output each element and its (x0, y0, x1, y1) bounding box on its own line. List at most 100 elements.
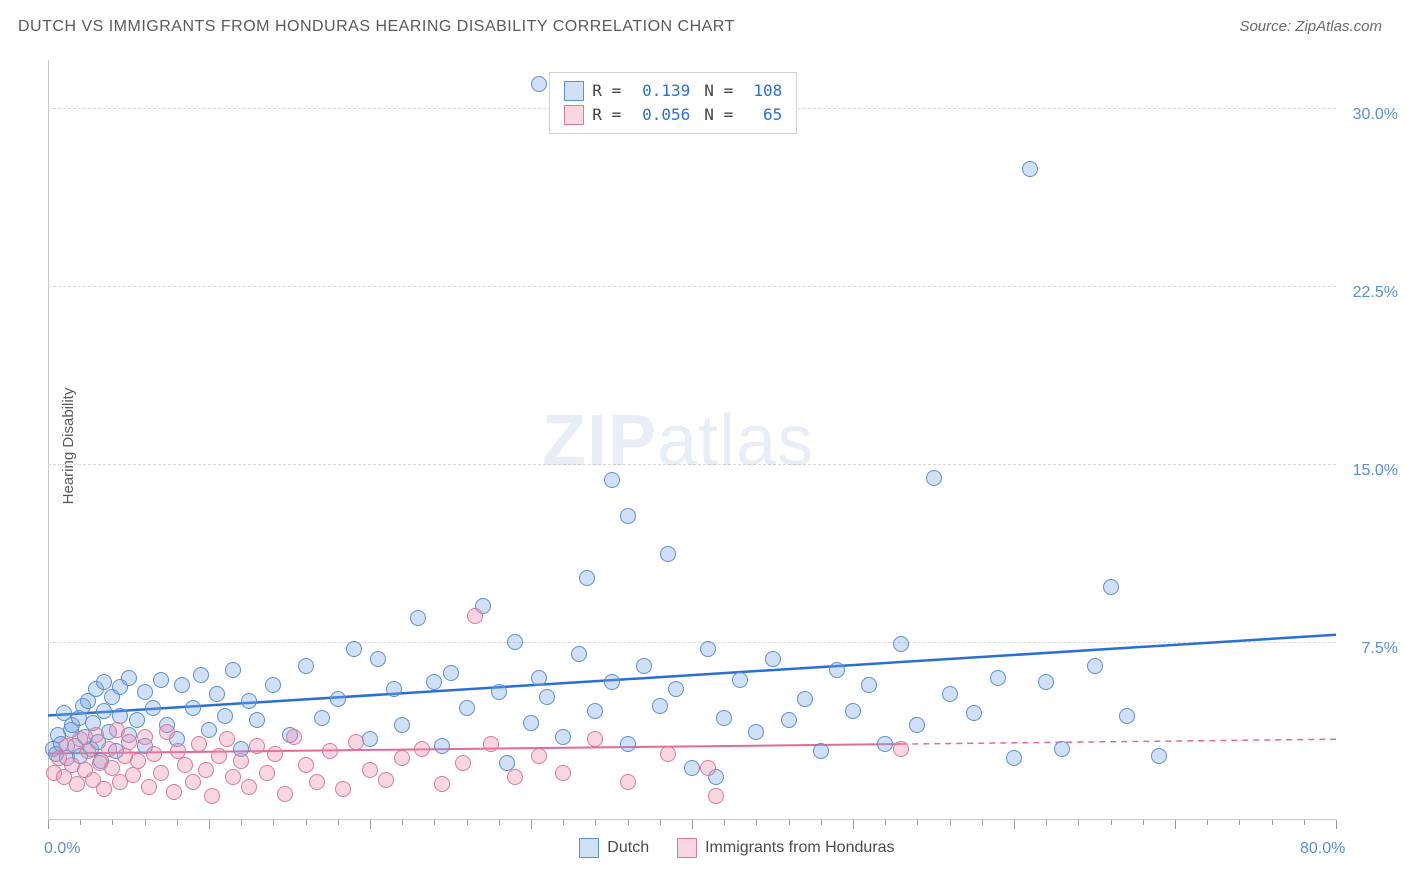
data-point (636, 658, 652, 674)
data-point (241, 779, 257, 795)
x-tick (885, 820, 886, 825)
legend-swatch (564, 81, 584, 101)
x-tick (338, 820, 339, 825)
data-point (378, 772, 394, 788)
data-point (483, 736, 499, 752)
data-point (101, 741, 117, 757)
data-point (700, 641, 716, 657)
legend-r-value: 0.139 (634, 81, 690, 100)
x-tick (756, 820, 757, 825)
legend-swatch (677, 838, 697, 858)
data-point (668, 681, 684, 697)
data-point (185, 774, 201, 790)
x-tick (1272, 820, 1273, 825)
scatter-plot-area: 7.5%15.0%22.5%30.0%0.0%80.0%ZIPatlasR =0… (48, 60, 1336, 820)
gridline (48, 464, 1336, 465)
data-point (708, 788, 724, 804)
data-point (209, 686, 225, 702)
x-tick (628, 820, 629, 825)
data-point (829, 662, 845, 678)
data-point (121, 670, 137, 686)
gridline (48, 286, 1336, 287)
data-point (813, 743, 829, 759)
data-point (125, 767, 141, 783)
data-point (555, 765, 571, 781)
data-point (362, 762, 378, 778)
data-point (137, 729, 153, 745)
x-tick (1175, 820, 1176, 829)
data-point (434, 738, 450, 754)
x-tick (145, 820, 146, 825)
data-point (193, 667, 209, 683)
y-tick-label: 22.5% (1353, 284, 1398, 302)
data-point (587, 731, 603, 747)
legend-swatch (579, 838, 599, 858)
series-legend-item: Dutch (579, 838, 649, 858)
legend-row: R =0.139N =108 (564, 79, 782, 103)
x-tick (595, 820, 596, 825)
data-point (531, 670, 547, 686)
x-tick (563, 820, 564, 825)
data-point (322, 743, 338, 759)
data-point (909, 717, 925, 733)
data-point (748, 724, 764, 740)
data-point (426, 674, 442, 690)
watermark: ZIPatlas (542, 400, 814, 482)
x-tick (1207, 820, 1208, 825)
data-point (414, 741, 430, 757)
data-point (660, 746, 676, 762)
watermark-atlas: atlas (657, 401, 814, 481)
data-point (130, 753, 146, 769)
x-tick (80, 820, 81, 825)
x-tick (724, 820, 725, 825)
legend-r-value: 0.056 (634, 105, 690, 124)
x-tick-label: 80.0% (1300, 840, 1345, 858)
data-point (314, 710, 330, 726)
data-point (507, 634, 523, 650)
data-point (845, 703, 861, 719)
data-point (145, 700, 161, 716)
data-point (370, 651, 386, 667)
data-point (129, 712, 145, 728)
x-tick (1111, 820, 1112, 825)
data-point (797, 691, 813, 707)
data-point (1087, 658, 1103, 674)
data-point (1038, 674, 1054, 690)
data-point (153, 765, 169, 781)
x-tick (1046, 820, 1047, 825)
data-point (69, 776, 85, 792)
data-point (434, 776, 450, 792)
data-point (298, 757, 314, 773)
data-point (660, 546, 676, 562)
series-legend: DutchImmigrants from Honduras (579, 838, 894, 858)
data-point (587, 703, 603, 719)
data-point (146, 746, 162, 762)
data-point (571, 646, 587, 662)
data-point (1006, 750, 1022, 766)
x-tick (789, 820, 790, 825)
x-tick (241, 820, 242, 825)
y-tick-label: 7.5% (1362, 640, 1398, 658)
x-tick (1078, 820, 1079, 825)
data-point (877, 736, 893, 752)
data-point (153, 672, 169, 688)
data-point (700, 760, 716, 776)
data-point (410, 610, 426, 626)
x-tick (48, 820, 49, 829)
x-tick (273, 820, 274, 825)
data-point (523, 715, 539, 731)
data-point (620, 774, 636, 790)
data-point (249, 712, 265, 728)
x-tick (467, 820, 468, 825)
data-point (141, 779, 157, 795)
data-point (652, 698, 668, 714)
legend-n-value: 108 (742, 81, 782, 100)
data-point (265, 677, 281, 693)
y-tick-label: 30.0% (1353, 106, 1398, 124)
data-point (604, 674, 620, 690)
x-tick (950, 820, 951, 825)
data-point (781, 712, 797, 728)
data-point (620, 508, 636, 524)
data-point (394, 750, 410, 766)
watermark-zip: ZIP (542, 401, 657, 481)
